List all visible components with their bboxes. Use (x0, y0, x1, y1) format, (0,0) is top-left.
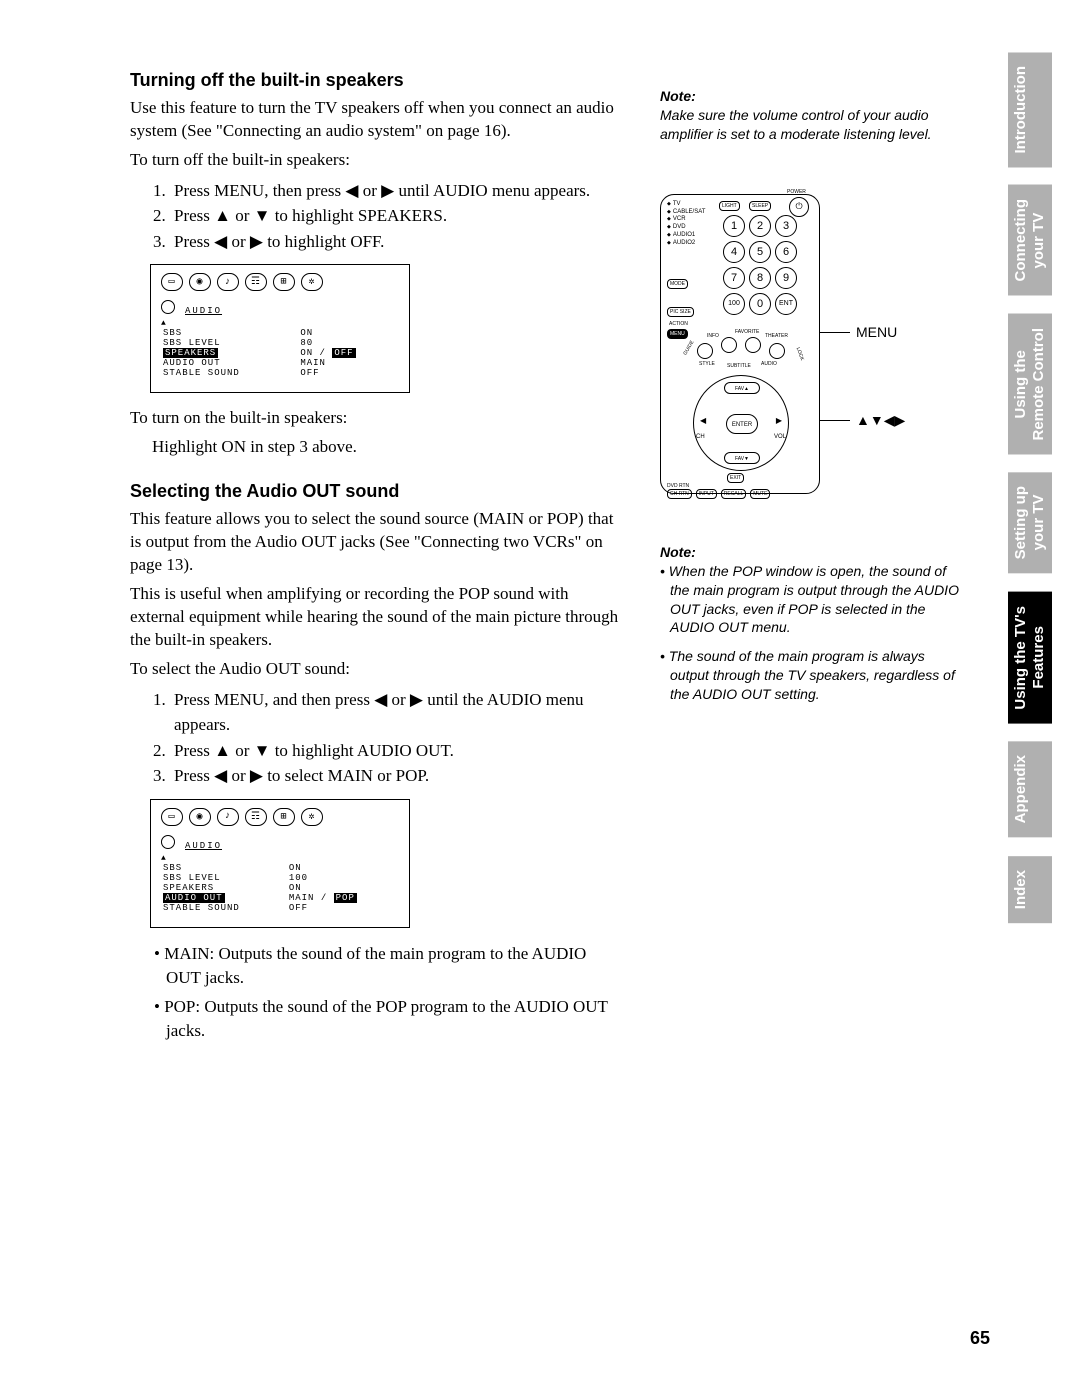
menu-button: MENU (667, 329, 688, 339)
audio-out-p1: This feature allows you to select the so… (130, 508, 620, 577)
arc-label: STYLE (699, 361, 715, 367)
step: Press MENU, then press ◀ or ▶ until AUDI… (170, 178, 620, 204)
arc-label: FAVORITE (735, 329, 759, 335)
arc-label: THEATER (765, 333, 788, 339)
fav-up-button: FAV▲ (724, 382, 760, 394)
callout-arrows: ▲▼◀▶ (856, 412, 905, 429)
mode-button: MODE (667, 279, 688, 289)
arc-button (721, 337, 737, 353)
enter-button: ENTER (726, 414, 758, 434)
side-tab: Connecting your TV (1008, 185, 1052, 296)
audio-out-lead: To select the Audio OUT sound: (130, 658, 620, 681)
arc-label: INFO (707, 333, 719, 339)
arc-label: SUBTITLE (727, 363, 751, 369)
side-tab: Introduction (1008, 52, 1052, 167)
arc-label: LOCK (795, 346, 805, 361)
note1-body: Make sure the volume control of your aud… (660, 106, 960, 144)
side-tab: Setting up your TV (1008, 472, 1052, 573)
audio-out-p2: This is useful when amplifying or record… (130, 583, 620, 652)
step: Press ◀ or ▶ to highlight OFF. (170, 229, 620, 255)
fav-down-button: FAV▼ (724, 452, 760, 464)
remote-dpad: FAV▲ ENTER FAV▼ ◀ ▶ CH VOL (693, 375, 789, 471)
step: Press MENU, and then press ◀ or ▶ until … (170, 687, 620, 738)
option-main: MAIN: Outputs the sound of the main prog… (154, 942, 620, 990)
note2-head: Note: (660, 544, 960, 560)
note2-item: The sound of the main program is always … (660, 647, 960, 704)
callout-line (820, 420, 850, 421)
turn-on-lead: To turn on the built-in speakers: (130, 407, 620, 430)
bottom-button-row: CH RTN INPUT RECALL MUTE (667, 489, 813, 499)
turn-on-sub: Highlight ON in step 3 above. (152, 436, 620, 459)
side-tab: Using the TV's Features (1008, 592, 1052, 724)
power-label: POWER (787, 189, 806, 195)
remote-device-labels: TVCABLE/SATVCRDVDAUDIO1AUDIO2 (667, 201, 705, 248)
option-pop: POP: Outputs the sound of the POP progra… (154, 995, 620, 1043)
heading-audio-out: Selecting the Audio OUT sound (130, 481, 620, 502)
callout-menu: MENU (856, 324, 897, 340)
step: Press ◀ or ▶ to select MAIN or POP. (170, 763, 620, 789)
side-column: Note: Make sure the volume control of yo… (660, 70, 960, 714)
action-label: ACTION (669, 321, 688, 327)
sleep-button: SLEEP (749, 201, 771, 211)
step: Press ▲ or ▼ to highlight SPEAKERS. (170, 203, 620, 229)
power-button: ⏻ (789, 197, 809, 217)
side-tabs: Introduction Connecting your TV Using the … (1008, 52, 1052, 923)
main-column: Turning off the built-in speakers Use th… (130, 70, 620, 1053)
step: Press ▲ or ▼ to highlight AUDIO OUT. (170, 738, 620, 764)
steps-speakers: Press MENU, then press ◀ or ▶ until AUDI… (170, 178, 620, 255)
remote-numpad: 1234567891000ENT (723, 215, 797, 315)
page: Turning off the built-in speakers Use th… (0, 0, 1080, 1397)
arc-button (745, 337, 761, 353)
remote-body: TVCABLE/SATVCRDVDAUDIO1AUDIO2 LIGHT SLEE… (660, 194, 820, 494)
vol-label: VOL (774, 434, 786, 440)
side-tab: Index (1008, 856, 1052, 923)
note2-item: When the POP window is open, the sound o… (660, 562, 960, 638)
osd-menu-audio-out: ▭◉♪☶⊞✲AUDIO▲SBSONSBS LEVEL100SPEAKERSONA… (150, 799, 620, 928)
arc-label: GUIDE (682, 339, 695, 356)
osd-menu-speakers: ▭◉♪☶⊞✲AUDIO▲SBSONSBS LEVEL80SPEAKERSON /… (150, 264, 620, 393)
steps-audio-out: Press MENU, and then press ◀ or ▶ until … (170, 687, 620, 789)
page-number: 65 (970, 1328, 990, 1349)
pic-size-button: PIC SIZE (667, 307, 694, 317)
heading-speakers: Turning off the built-in speakers (130, 70, 620, 91)
arc-button (769, 343, 785, 359)
exit-button: EXIT (727, 473, 744, 483)
arc-button (697, 343, 713, 359)
side-tab: Appendix (1008, 741, 1052, 837)
note1-head: Note: (660, 88, 960, 104)
arc-label: AUDIO (761, 361, 777, 367)
callout-line (820, 332, 850, 333)
ch-label: CH (696, 434, 705, 440)
side-tab: Using the Remote Control (1008, 314, 1052, 455)
intro-speakers: Use this feature to turn the TV speakers… (130, 97, 620, 143)
lead-speakers: To turn off the built-in speakers: (130, 149, 620, 172)
audio-out-options: MAIN: Outputs the sound of the main prog… (154, 942, 620, 1043)
note2-list: When the POP window is open, the sound o… (660, 562, 960, 704)
light-button: LIGHT (719, 201, 740, 211)
remote-diagram: TVCABLE/SATVCRDVDAUDIO1AUDIO2 LIGHT SLEE… (660, 194, 900, 514)
